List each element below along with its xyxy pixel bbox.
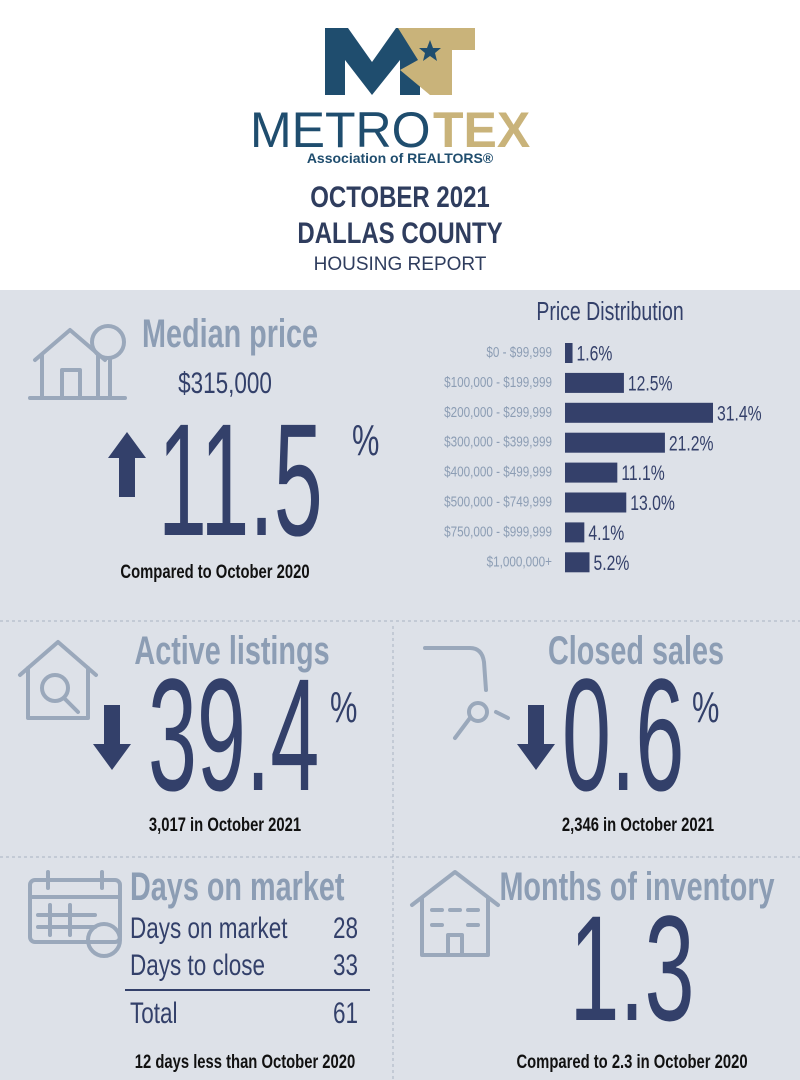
report-subtitle: HOUSING REPORT [314,254,487,275]
value-wrap: 11.1% [621,461,664,485]
up-arrow [108,432,146,497]
value-label: 11.1% [621,461,664,485]
category-wrap: $750,000 - $999,999 [444,523,552,540]
category-label: $400,000 - $499,999 [444,463,552,480]
big-number: 1.3 [569,885,694,1052]
value-label: 13.0% [630,491,675,515]
bar [565,432,665,453]
big-number: 11.5 [158,391,323,569]
down-arrow [93,705,131,770]
bar [565,552,590,573]
house-icon [28,324,127,400]
category-label: $100,000 - $199,999 [444,373,552,390]
value-wrap: 5.2% [594,551,630,575]
bar-chart: $0 - $99,999 1.6% $100,000 - $199,999 12.5%… [444,341,762,574]
percent: % [352,417,379,466]
note: 12 days less than October 2020 [135,1051,355,1072]
value-wrap: 1.6% [577,341,613,365]
search-house-icon [18,640,98,720]
value-label: 21.2% [669,431,714,455]
down-arrow [517,705,555,770]
category-label: $200,000 - $299,999 [444,403,552,420]
dividers [0,620,800,1080]
category-wrap: $500,000 - $749,999 [444,493,552,510]
category-wrap: $0 - $99,999 [486,344,552,361]
category-label: $1,000,000+ [487,553,552,570]
category-wrap: $100,000 - $199,999 [444,373,552,390]
percent: % [692,684,719,733]
percent: % [330,684,357,733]
value-label: 4.1% [588,521,624,545]
category-wrap: $200,000 - $299,999 [444,403,552,420]
bar [565,462,618,483]
big-number: 39.4 [148,646,319,824]
category-label: $0 - $99,999 [486,344,552,361]
value-wrap: 4.1% [588,521,624,545]
section-title: Closed sales [548,628,724,673]
category-label: $300,000 - $399,999 [444,433,552,450]
value-wrap: 12.5% [628,371,673,395]
category-wrap: $1,000,000+ [487,553,552,570]
bar [565,492,627,513]
note: 3,017 in October 2021 [149,814,301,835]
section-title: Days on market [130,864,345,909]
value-label: 31.4% [717,401,762,425]
row-value: 28 [333,911,358,945]
big-number: 0.6 [562,646,684,824]
bar [565,522,585,543]
value-label: 1.6% [577,341,613,365]
category-label: $500,000 - $749,999 [444,493,552,510]
logo: METRO TEX Association of REALTORS® [250,28,530,166]
note: Compared to October 2020 [120,561,309,582]
building-icon [410,870,500,957]
note: 2,346 in October 2021 [562,814,714,835]
key-hand-icon [423,646,510,740]
section-title: Active listings [134,628,329,673]
section-title: Median price [142,311,318,356]
value-label: 5.2% [594,551,630,575]
value-wrap: 21.2% [669,431,714,455]
logo-right: TEX [433,102,530,158]
row-label: Total [130,996,178,1030]
value-wrap: 31.4% [717,401,762,425]
row-label: Days to close [130,948,265,982]
row-value: 33 [333,948,358,982]
chart-title: Price Distribution [536,296,683,325]
category-wrap: $400,000 - $499,999 [444,463,552,480]
section-title: Months of inventory [499,864,775,909]
median-price: $315,000 [178,366,272,400]
bar [565,372,624,393]
category-label: $750,000 - $999,999 [444,523,552,540]
report-county: DALLAS COUNTY [297,215,502,249]
bar [565,402,713,423]
row-value: 61 [333,996,358,1030]
row-label: Days on market [130,911,288,945]
value-label: 12.5% [628,371,673,395]
logo-sub: Association of REALTORS® [307,150,494,166]
logo-left: METRO [250,102,431,158]
report-month: OCTOBER 2021 [310,179,490,213]
calendar-icon [28,870,122,958]
bar [565,343,573,363]
value-wrap: 13.0% [630,491,675,515]
category-wrap: $300,000 - $399,999 [444,433,552,450]
note: Compared to 2.3 in October 2020 [516,1051,747,1072]
